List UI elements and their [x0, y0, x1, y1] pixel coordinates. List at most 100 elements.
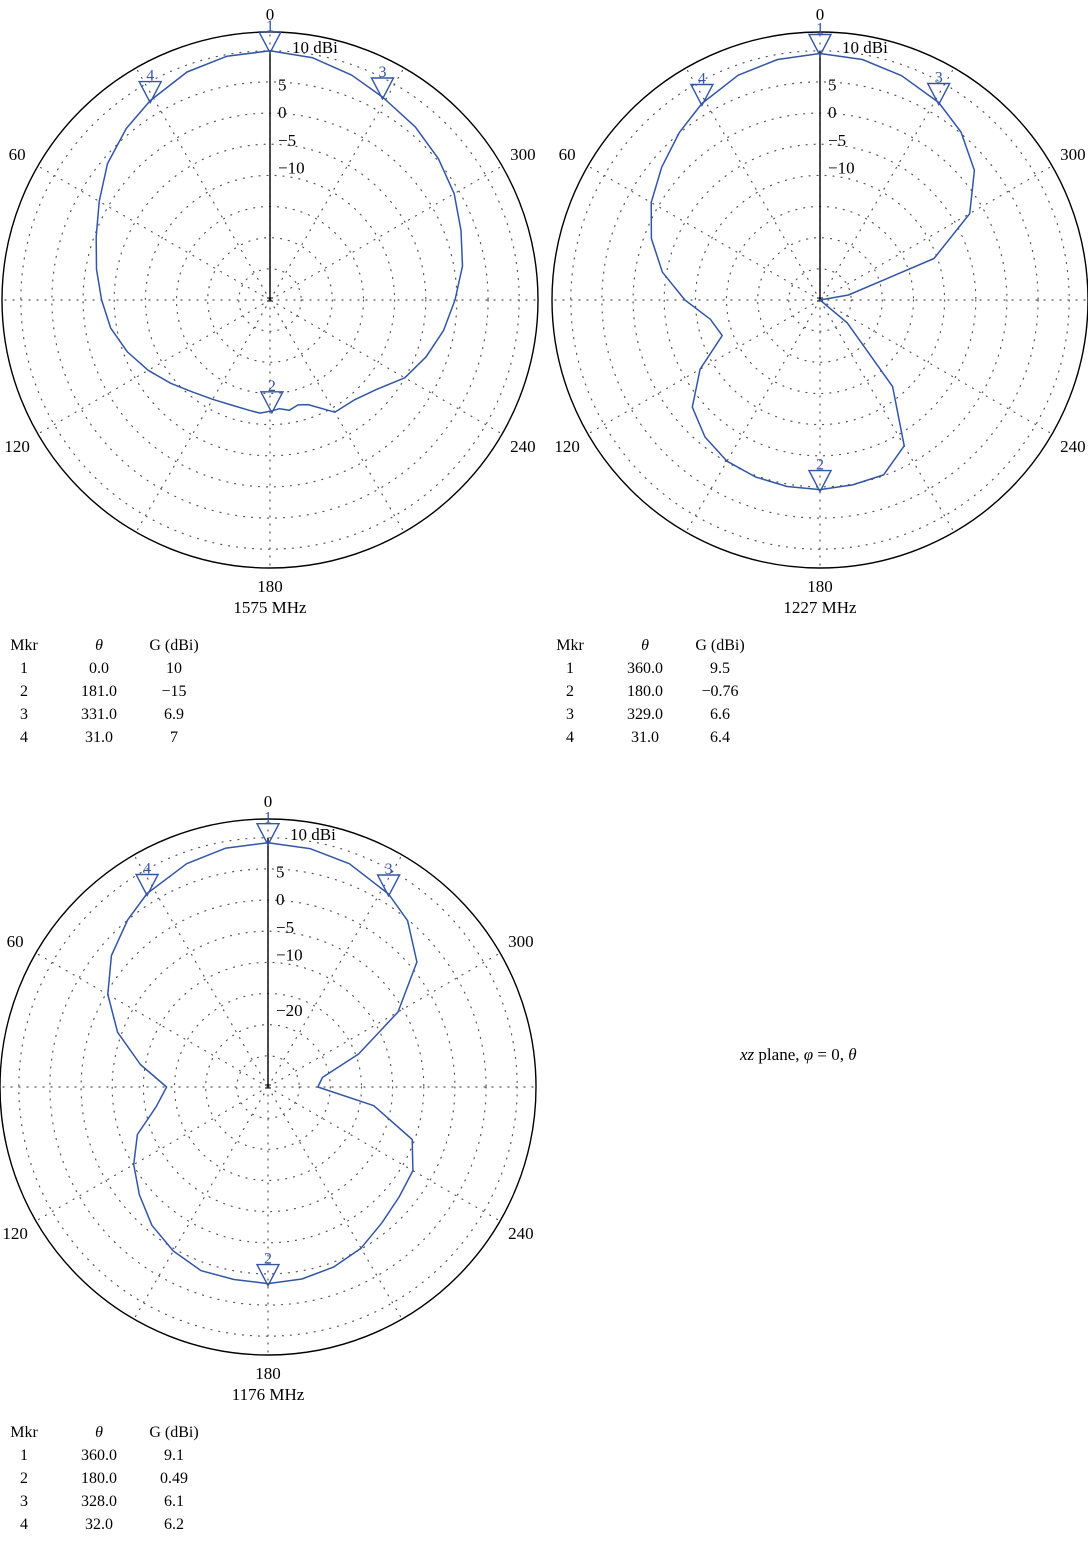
marker-number: 4	[143, 861, 151, 878]
grid-spoke	[819, 299, 955, 533]
table-cell-mkr: 2	[20, 1470, 28, 1487]
grid-ring	[113, 143, 427, 457]
radial-tick-label: 0	[828, 103, 837, 122]
angle-label: 180	[257, 577, 283, 596]
marker-triangle	[807, 33, 833, 58]
grid-spoke	[587, 165, 821, 301]
marker-number: 1	[264, 810, 272, 827]
angle-label: 120	[4, 437, 30, 456]
table-cell-mkr: 4	[566, 729, 574, 746]
grid-spoke	[135, 299, 271, 533]
grid-spoke	[135, 67, 271, 301]
table-cell-gain: 6.4	[710, 729, 730, 746]
angle-label: 300	[1060, 145, 1086, 164]
table-cell-theta: 180.0	[627, 683, 663, 700]
table-cell-theta: 0.0	[89, 660, 109, 677]
frequency-label: 1575 MHz	[233, 598, 307, 617]
caption-plane-name: xz	[740, 1045, 755, 1064]
marker-triangle	[376, 874, 401, 898]
grid-ring	[51, 81, 489, 519]
grid-ring	[788, 268, 852, 332]
angle-label: 300	[510, 145, 536, 164]
radial-tick-label: 5	[828, 75, 837, 94]
grid-spoke	[685, 67, 821, 301]
table-header-gain: G (dBi)	[149, 637, 198, 654]
angle-label: 180	[255, 1364, 281, 1383]
marker-triangle	[370, 77, 395, 101]
grid-ring	[205, 1024, 331, 1150]
table-header-theta: θ	[95, 1424, 103, 1441]
radial-tick-label: −10	[828, 159, 855, 178]
marker-triangle	[134, 873, 160, 898]
table-cell-gain: 0.49	[160, 1470, 188, 1487]
table-header-theta: θ	[95, 637, 103, 654]
marker-number: 3	[935, 70, 943, 87]
angle-label: 300	[508, 932, 534, 951]
table-cell-theta: 31.0	[631, 729, 659, 746]
marker-triangle	[259, 391, 285, 415]
grid-ring	[142, 961, 394, 1213]
pattern-curve	[107, 841, 418, 1285]
grid-spoke	[819, 165, 1053, 301]
grid-ring	[236, 1055, 300, 1119]
marker-3: 3	[376, 861, 401, 898]
grid-spoke	[269, 67, 405, 301]
angle-label: 0	[266, 5, 275, 24]
marker-table: Mkr θ G (dBi)1 0.0 102 181.0 −153 331.0 6.94 31.0…	[10, 637, 198, 746]
table-cell-mkr: 1	[20, 1447, 28, 1464]
marker-number: 2	[264, 1251, 272, 1268]
marker-number: 4	[698, 71, 706, 88]
radial-tick-label: 5	[278, 75, 287, 94]
grid-spoke	[133, 1086, 269, 1320]
grid-ring	[207, 237, 333, 363]
marker-3: 3	[926, 70, 951, 107]
marker-1: 1	[807, 21, 833, 58]
table-header-gain: G (dBi)	[149, 1424, 198, 1441]
radial-tick-label: 5	[276, 862, 285, 881]
marker-triangle	[255, 1263, 281, 1288]
table-cell-gain: 6.9	[164, 706, 184, 723]
marker-number: 3	[385, 861, 393, 878]
table-cell-gain: 9.5	[710, 660, 730, 677]
radial-tick-label: 0	[276, 890, 285, 909]
radial-tick-label: −5	[828, 131, 846, 150]
marker-triangle	[257, 31, 283, 55]
grid-ring	[49, 868, 487, 1306]
grid-ring	[144, 174, 396, 426]
marker-4: 4	[138, 68, 163, 105]
table-header-mkr: Mkr	[556, 637, 584, 654]
table-row: 1 0.0 10	[20, 660, 182, 677]
table-cell-gain: 6.2	[164, 1516, 184, 1533]
table-cell-mkr: 2	[20, 683, 28, 700]
grid-spoke	[37, 165, 271, 301]
angle-label: 120	[554, 437, 580, 456]
marker-3: 3	[370, 64, 395, 101]
polar-chart-1176-mhz: 10 dBi 5 0 −5 −10 −20 0 60 120 180 240 300 1 2 3 4 1176 …	[0, 792, 537, 1533]
table-row: 1 360.0 9.1	[20, 1447, 184, 1464]
table-cell-gain: 6.1	[164, 1493, 184, 1510]
outer-circle	[0, 818, 537, 1356]
marker-triangle	[255, 823, 281, 847]
angle-label: 120	[2, 1224, 28, 1243]
table-cell-mkr: 3	[20, 1493, 28, 1510]
angle-label: 240	[1060, 437, 1086, 456]
table-cell-theta: 331.0	[81, 706, 117, 723]
table-cell-mkr: 3	[566, 706, 574, 723]
marker-2: 2	[807, 457, 833, 494]
grid-spoke	[133, 854, 269, 1088]
marker-number: 1	[266, 18, 274, 35]
pattern-curve	[650, 52, 976, 491]
grid-spoke	[35, 1086, 269, 1222]
table-cell-theta: 31.0	[85, 729, 113, 746]
grid-spoke	[35, 952, 269, 1088]
angle-label: 240	[508, 1224, 534, 1243]
table-row: 3 329.0 6.6	[566, 706, 730, 723]
caption-theta: θ	[848, 1045, 857, 1064]
grid-spoke	[269, 299, 503, 435]
table-cell-theta: 181.0	[81, 683, 117, 700]
grid-ring	[601, 81, 1039, 519]
table-row: 4 31.0 7	[20, 729, 178, 746]
table-cell-mkr: 1	[20, 660, 28, 677]
grid-ring	[694, 174, 946, 426]
